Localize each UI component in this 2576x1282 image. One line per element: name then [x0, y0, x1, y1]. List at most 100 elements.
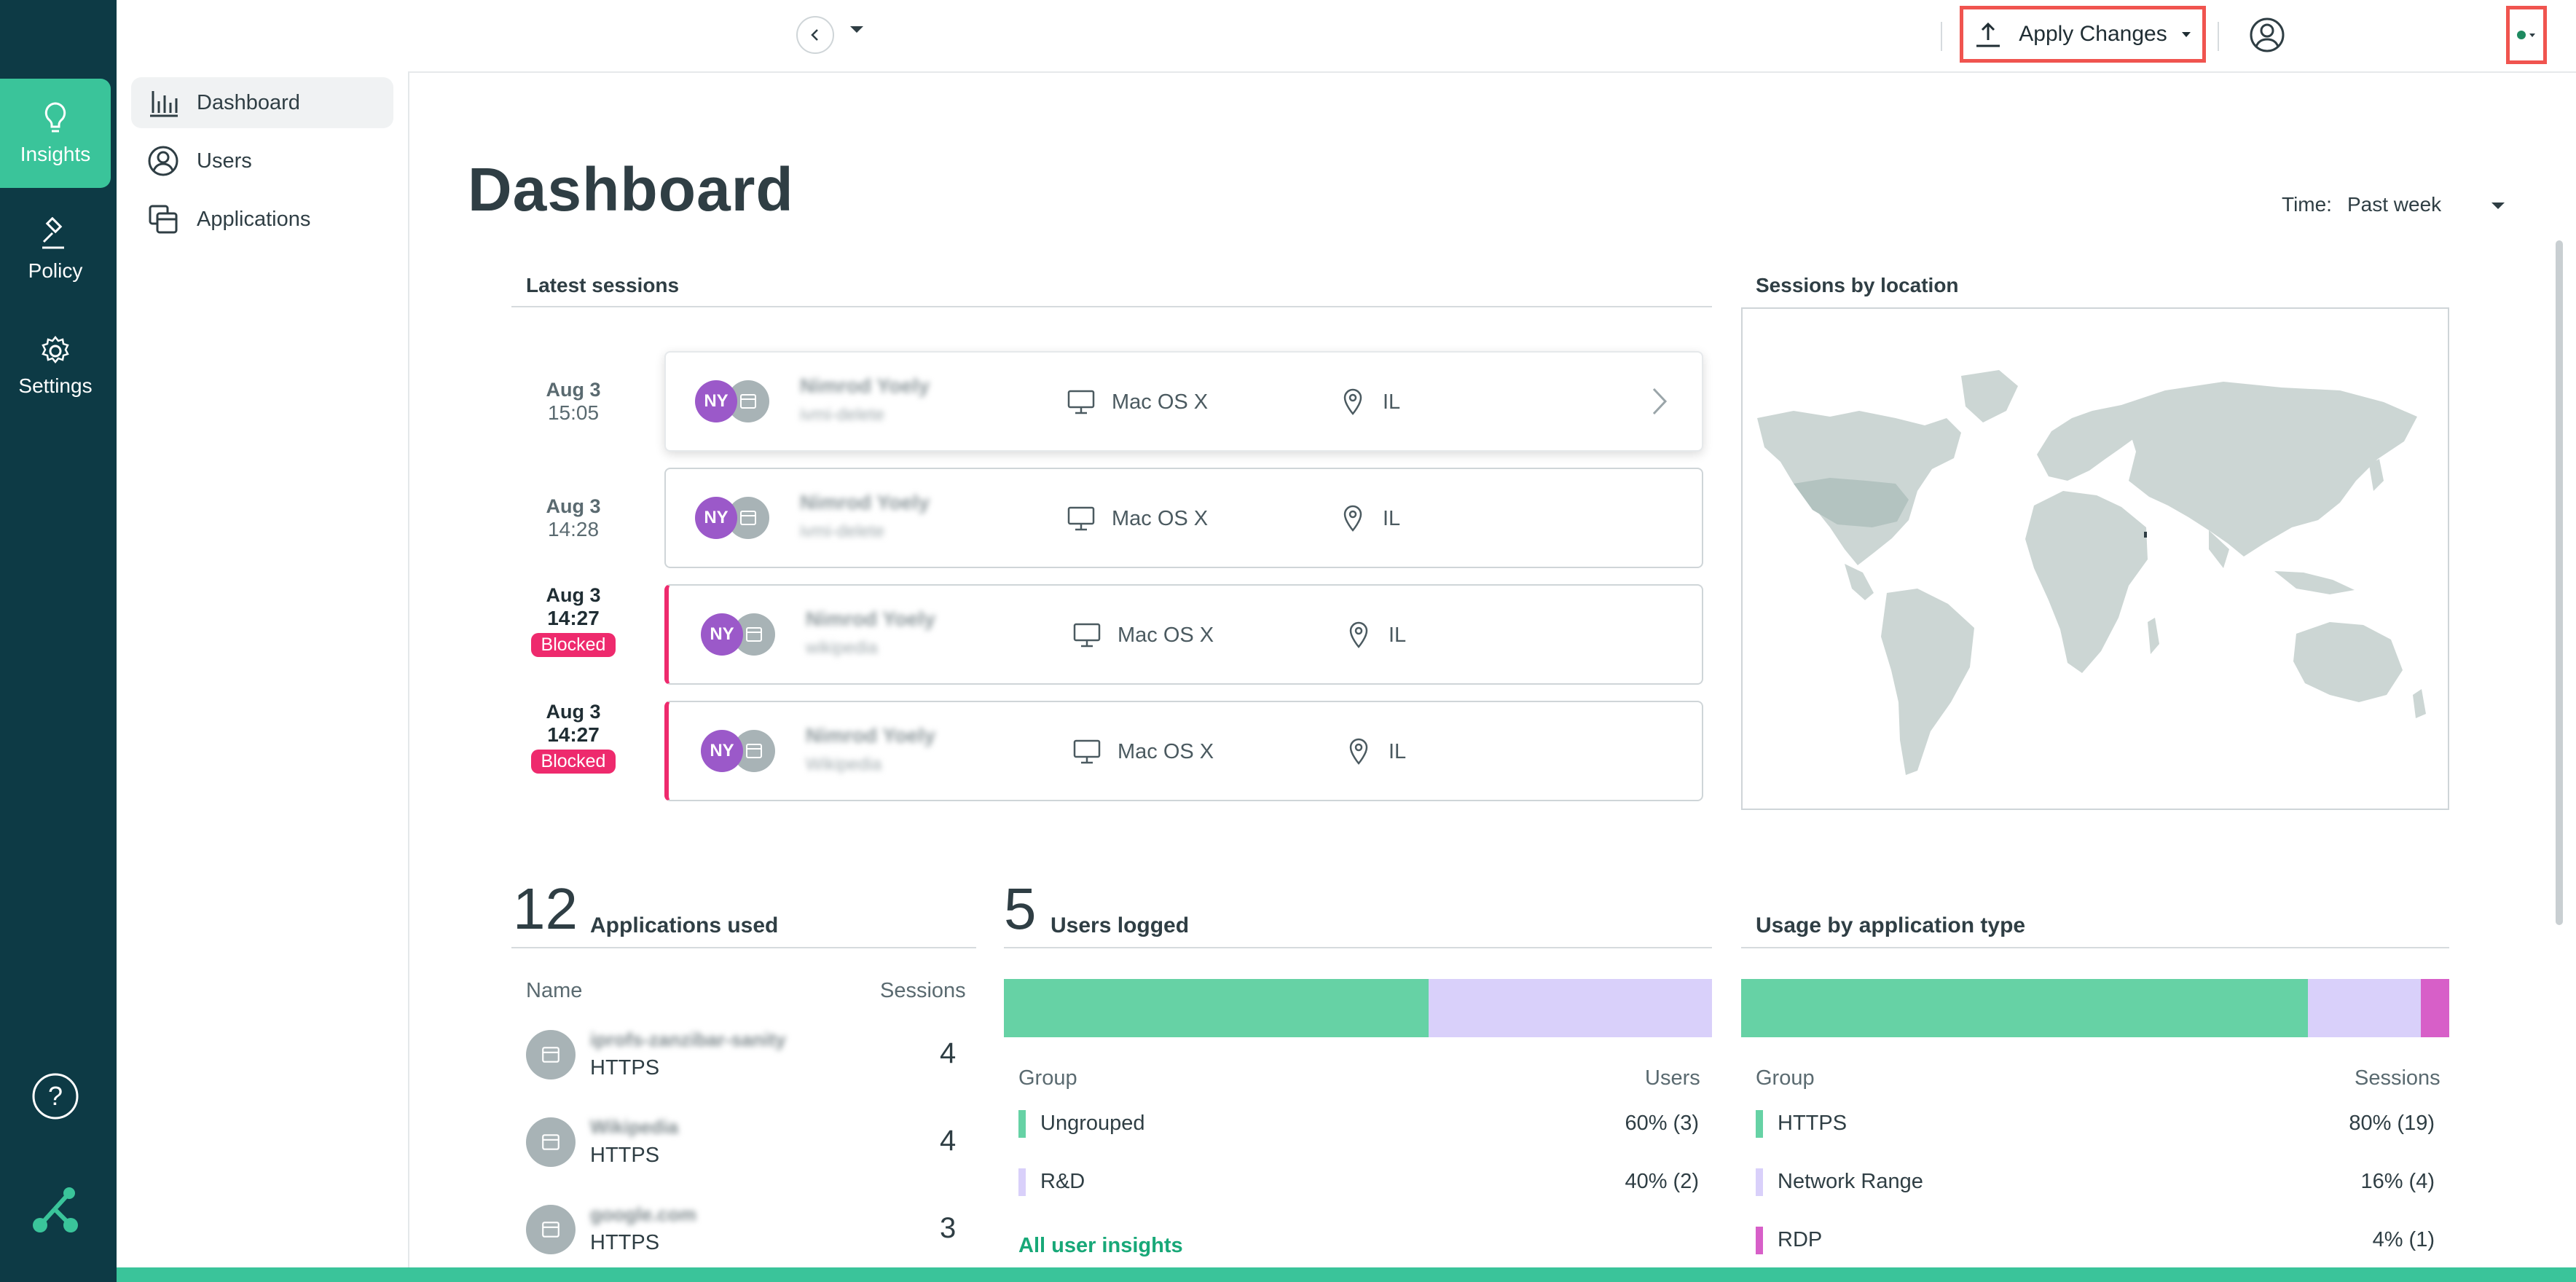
rail-item-settings[interactable]: Settings	[0, 312, 111, 421]
app-session-count: 3	[940, 1212, 957, 1244]
legend-group-name: Network Range	[1778, 1170, 1923, 1193]
app-window-icon	[740, 394, 756, 409]
help-button[interactable]: ?	[0, 1072, 111, 1120]
column-header-sessions: Sessions	[880, 979, 966, 1002]
session-row[interactable]: NY Nimrod Yoely Wikipedia Mac OS X IL	[664, 701, 1703, 801]
svg-text:?: ?	[48, 1081, 63, 1111]
chevron-right-icon	[1652, 388, 1668, 415]
help-icon: ?	[32, 1073, 79, 1120]
session-os: Mac OS X	[1072, 739, 1214, 765]
app-window-icon	[542, 1047, 559, 1063]
column-header-group: Group	[1018, 1066, 1077, 1090]
session-date-label: Aug 3	[546, 495, 601, 517]
subnav-item-label: Dashboard	[197, 90, 300, 114]
legend-group-name: R&D	[1040, 1170, 1085, 1193]
legend-swatch	[1756, 1110, 1763, 1138]
legend-value: 40% (2)	[1625, 1170, 1699, 1193]
subnav-item-applications[interactable]: Applications	[131, 194, 393, 245]
app-protocol: HTTPS	[590, 1144, 660, 1167]
subnav-item-users[interactable]: Users	[131, 135, 393, 186]
app-avatar	[526, 1030, 576, 1080]
account-button[interactable]	[2248, 16, 2286, 58]
session-row[interactable]: NY Nimrod Yoely wikipedia Mac OS X IL	[664, 584, 1703, 685]
app-protocol: HTTPS	[590, 1231, 660, 1254]
users-stacked-bar	[1004, 979, 1712, 1037]
caret-down-icon	[850, 26, 863, 33]
user-initials: NY	[704, 508, 729, 527]
session-os: Mac OS X	[1072, 622, 1214, 648]
legend-group-name: RDP	[1778, 1228, 1823, 1251]
all-user-insights-link[interactable]: All user insights	[1018, 1234, 1183, 1257]
caret-down-icon	[2181, 32, 2191, 37]
location-pin-icon	[1343, 388, 1362, 415]
divider	[511, 947, 976, 948]
app-logo	[0, 1183, 111, 1237]
latest-sessions-title: Latest sessions	[526, 274, 680, 296]
session-location: IL	[1348, 621, 1406, 650]
user-avatar: NY	[701, 613, 743, 656]
collapse-sidebar-button[interactable]	[796, 16, 834, 54]
app-logo-icon	[33, 1187, 78, 1232]
usage-stacked-bar	[1741, 979, 2449, 1037]
applications-count: 12	[513, 876, 578, 941]
session-app-name: Wikipedia	[806, 755, 882, 774]
app-window-icon	[542, 1222, 559, 1238]
app-name[interactable]: iprofs-zanzibar-sanity	[590, 1029, 786, 1050]
bar-segment[interactable]	[1004, 979, 1429, 1037]
rail-item-label: Settings	[18, 374, 93, 397]
legend-value: 80% (19)	[2349, 1112, 2435, 1135]
subnav-item-dashboard[interactable]: Dashboard	[131, 77, 393, 128]
bar-segment[interactable]	[1429, 979, 1712, 1037]
session-location-label: IL	[1383, 390, 1401, 414]
secondary-nav: Dashboard Users Applications	[117, 0, 409, 1267]
session-os: Mac OS X	[1067, 506, 1208, 532]
users-logged-label: Users logged	[1051, 913, 1190, 937]
session-user-name: Nimrod Yoely	[806, 724, 935, 747]
bar-chart-icon	[150, 91, 178, 117]
session-os-label: Mac OS X	[1118, 623, 1214, 647]
bar-segment[interactable]	[2307, 979, 2422, 1037]
apply-changes-button[interactable]: Apply Changes	[1960, 6, 2206, 63]
applications-icon	[149, 205, 178, 234]
session-location: IL	[1342, 388, 1400, 417]
session-date: Aug 3 15:05	[510, 379, 637, 425]
session-user-name: Nimrod Yoely	[800, 374, 930, 397]
session-date: Aug 3 14:28	[510, 495, 637, 541]
user-initials: NY	[710, 741, 734, 760]
divider	[1004, 947, 1712, 948]
app-name[interactable]: google.com	[590, 1203, 696, 1225]
blocked-badge: Blocked	[530, 633, 616, 657]
scrollbar-thumb[interactable]	[2556, 240, 2563, 925]
bar-segment[interactable]	[2421, 979, 2449, 1037]
workspace-dropdown[interactable]	[848, 23, 865, 39]
divider	[511, 306, 1712, 307]
applications-used-label: Applications used	[590, 913, 779, 937]
session-os-label: Mac OS X	[1112, 506, 1209, 530]
sessions-by-location-title: Sessions by location	[1756, 274, 1959, 296]
usage-by-app-type-label: Usage by application type	[1756, 913, 2026, 937]
monitor-icon	[1073, 623, 1101, 648]
user-circle-icon	[2250, 17, 2285, 52]
app-name[interactable]: Wikipedia	[590, 1116, 679, 1138]
time-filter-dropdown[interactable]: Past week	[2347, 193, 2508, 216]
session-time-label: 14:28	[547, 518, 600, 540]
chevron-left-icon	[811, 29, 818, 41]
divider	[2218, 22, 2219, 51]
session-os-label: Mac OS X	[1112, 390, 1209, 414]
users-count: 5	[1004, 876, 1037, 941]
rail-item-insights[interactable]: Insights	[0, 79, 111, 188]
app-avatar	[526, 1117, 576, 1167]
session-date-label: Aug 3	[546, 584, 601, 606]
status-menu-button[interactable]	[2506, 6, 2547, 64]
session-location: IL	[1342, 504, 1400, 533]
row-open-chevron[interactable]	[1649, 386, 1670, 420]
session-date: Aug 3 14:27 Blocked	[510, 584, 637, 657]
bar-segment[interactable]	[1741, 979, 2308, 1037]
user-initials: NY	[704, 391, 729, 411]
session-os-label: Mac OS X	[1118, 739, 1214, 763]
world-map[interactable]	[1741, 307, 2449, 810]
rail-item-policy[interactable]: Policy	[0, 195, 111, 304]
session-row[interactable]: NY Nimrod Yoely ivmi-delete Mac OS X IL	[664, 351, 1703, 452]
lightbulb-icon	[44, 102, 66, 133]
session-row[interactable]: NY Nimrod Yoely ivmi-delete Mac OS X IL	[664, 468, 1703, 568]
